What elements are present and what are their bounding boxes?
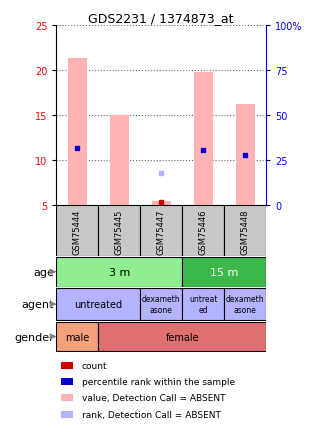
Text: dexameth
asone: dexameth asone (142, 295, 181, 314)
Text: GSM75445: GSM75445 (115, 209, 124, 254)
Bar (56, 206, 98, 256)
Bar (152, 201, 171, 206)
Bar (182, 206, 224, 256)
Text: percentile rank within the sample: percentile rank within the sample (81, 377, 235, 386)
Text: count: count (81, 361, 107, 370)
Text: GSM75447: GSM75447 (157, 209, 166, 254)
Text: GSM75448: GSM75448 (241, 209, 249, 254)
Text: agent: agent (22, 299, 54, 309)
Bar (60, 411, 73, 418)
Bar (110, 116, 129, 206)
Bar (182, 257, 266, 287)
Text: 3 m: 3 m (109, 267, 130, 277)
Text: gender: gender (14, 332, 54, 342)
Bar (68, 59, 87, 206)
Bar (194, 73, 213, 206)
Bar (140, 206, 182, 256)
Text: GSM75446: GSM75446 (199, 209, 208, 254)
Text: untreat
ed: untreat ed (189, 295, 218, 314)
Bar (98, 322, 266, 352)
Bar (182, 288, 224, 321)
Title: GDS2231 / 1374873_at: GDS2231 / 1374873_at (89, 12, 234, 25)
Bar (56, 257, 182, 287)
Text: GSM75444: GSM75444 (73, 209, 82, 254)
Bar (224, 288, 266, 321)
Text: age: age (33, 267, 54, 277)
Text: female: female (165, 332, 199, 342)
Bar (56, 288, 140, 321)
Text: 15 m: 15 m (210, 267, 238, 277)
Bar (60, 362, 73, 369)
Bar (56, 322, 98, 352)
Text: value, Detection Call = ABSENT: value, Detection Call = ABSENT (81, 393, 225, 402)
Bar (60, 394, 73, 401)
Text: male: male (65, 332, 90, 342)
Bar (60, 378, 73, 385)
Text: rank, Detection Call = ABSENT: rank, Detection Call = ABSENT (81, 410, 220, 419)
Bar (236, 105, 254, 206)
Text: untreated: untreated (74, 299, 122, 309)
Bar (224, 206, 266, 256)
Bar (140, 288, 182, 321)
Text: dexameth
asone: dexameth asone (226, 295, 264, 314)
Bar (98, 206, 140, 256)
